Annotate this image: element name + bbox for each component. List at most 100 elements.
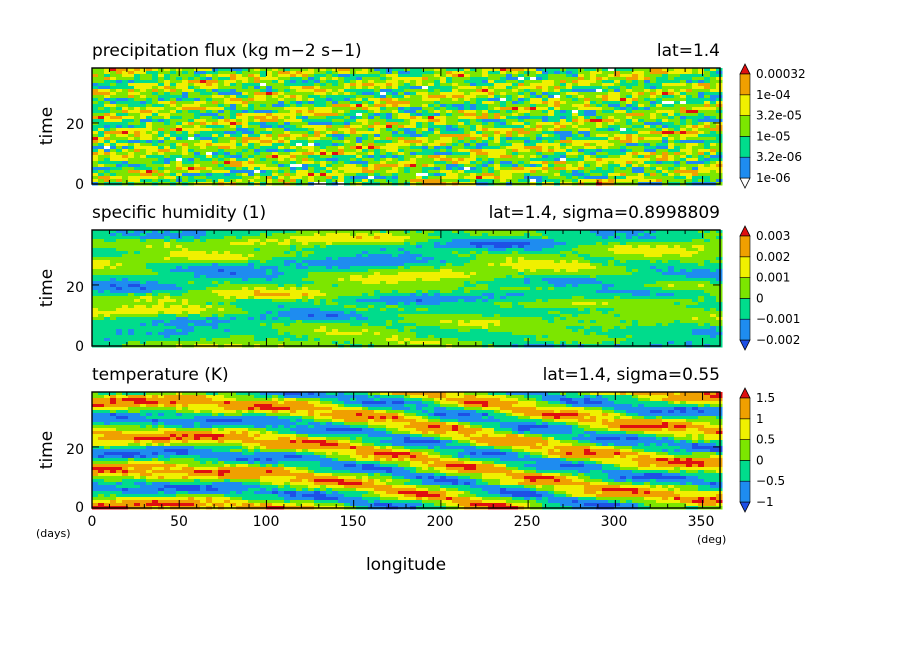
field-cell (284, 98, 291, 102)
field-cell (140, 143, 147, 147)
field-cell (596, 101, 603, 105)
field-cell (122, 83, 129, 87)
field-cell (410, 158, 417, 162)
field-cell (506, 119, 513, 123)
field-cell (188, 119, 195, 123)
field-cell (500, 68, 507, 72)
field-cell (326, 155, 333, 159)
field-cell (446, 230, 453, 234)
field-cell (512, 176, 519, 180)
field-cell (266, 101, 273, 105)
field-cell (230, 71, 237, 75)
field-cell (266, 107, 273, 111)
field-cell (428, 74, 435, 78)
field-cell (650, 176, 657, 180)
field-cell (350, 152, 357, 156)
field-cell (428, 230, 435, 234)
field-cell (608, 233, 615, 237)
field-cell (548, 74, 555, 78)
field-cell (278, 137, 285, 141)
field-cell (488, 173, 495, 177)
field-cell (440, 239, 447, 243)
field-cell (182, 242, 189, 246)
field-cell (194, 173, 201, 177)
field-cell (176, 125, 183, 129)
field-cell (584, 110, 591, 114)
field-cell (590, 137, 597, 141)
field-cell (308, 149, 315, 153)
field-cell (272, 140, 279, 144)
field-cell (92, 164, 99, 168)
field-cell (350, 116, 357, 120)
field-cell (374, 140, 381, 144)
field-cell (680, 116, 687, 120)
field-cell (398, 89, 405, 93)
field-cell (320, 137, 327, 141)
field-cell (104, 161, 111, 165)
field-cell (134, 158, 141, 162)
field-cell (464, 143, 471, 147)
field-cell (704, 137, 711, 141)
field-cell (254, 149, 261, 153)
field-cell (554, 155, 561, 159)
field-cell (326, 143, 333, 147)
field-cell (602, 245, 609, 249)
field-cell (488, 167, 495, 171)
field-cell (632, 158, 639, 162)
field-cell (290, 122, 297, 126)
field-cell (500, 131, 507, 135)
field-cell (602, 173, 609, 177)
field-cell (278, 110, 285, 114)
field-cell (512, 116, 519, 120)
field-cell (470, 89, 477, 93)
field-cell (146, 176, 153, 180)
field-cell (332, 80, 339, 84)
field-cell (662, 83, 669, 87)
field-cell (464, 122, 471, 126)
field-cell (260, 86, 267, 90)
field-cell (554, 83, 561, 87)
field-cell (674, 236, 681, 240)
field-cell (272, 98, 279, 102)
field-cell (236, 113, 243, 117)
field-cell (254, 173, 261, 177)
field-cell (422, 173, 429, 177)
field-cell (440, 77, 447, 81)
field-cell (416, 86, 423, 90)
field-cell (158, 92, 165, 96)
field-cell (254, 101, 261, 105)
field-cell (428, 161, 435, 165)
field-cell (308, 146, 315, 150)
field-cell (692, 71, 699, 75)
field-cell (386, 134, 393, 138)
field-cell (170, 113, 177, 117)
field-cell (170, 179, 177, 183)
field-cell (398, 152, 405, 156)
field-cell (578, 152, 585, 156)
field-cell (512, 98, 519, 102)
field-cell (218, 128, 225, 132)
field-cell (302, 110, 309, 114)
field-cell (284, 158, 291, 162)
field-cell (134, 230, 141, 234)
field-cell (308, 137, 315, 141)
field-cell (638, 110, 645, 114)
field-cell (158, 248, 165, 252)
field-cell (686, 230, 693, 234)
field-cell (290, 98, 297, 102)
field-cell (458, 71, 465, 75)
field-cell (302, 230, 309, 234)
field-cell (494, 143, 501, 147)
field-cell (260, 251, 267, 255)
field-cell (290, 71, 297, 75)
field-cell (614, 116, 621, 120)
field-cell (674, 161, 681, 165)
field-cell (296, 236, 303, 240)
field-cell (314, 158, 321, 162)
field-cell (224, 107, 231, 111)
field-cell (284, 245, 291, 249)
field-cell (416, 176, 423, 180)
field-cell (194, 164, 201, 168)
field-cell (668, 77, 675, 81)
